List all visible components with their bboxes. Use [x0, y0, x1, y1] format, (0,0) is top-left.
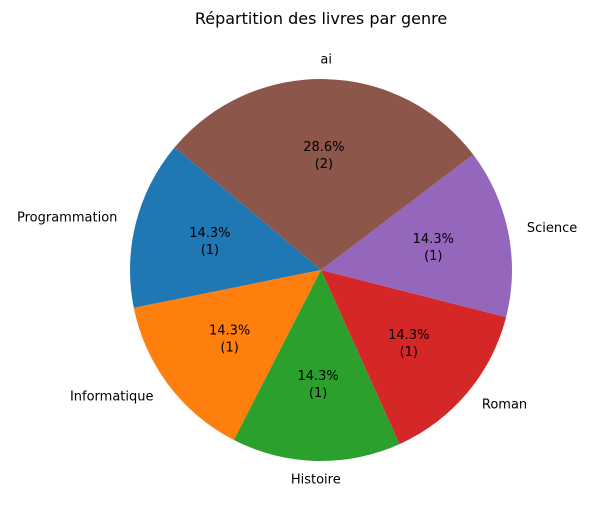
slice-percent-science: 14.3%: [413, 232, 454, 247]
pie-labels: Programmation 14.3% (1) Informatique 14.3% (1…: [17, 53, 577, 488]
pie-slice-informatique: [133, 270, 321, 440]
slice-label-histoire: Histoire: [291, 473, 341, 488]
slice-count-informatique: (1): [220, 341, 238, 356]
slice-percent-roman: 14.3%: [388, 328, 429, 343]
slice-percent-ai: 28.6%: [303, 140, 344, 155]
slice-percent-histoire: 14.3%: [297, 369, 338, 384]
slice-label-programmation: Programmation: [17, 211, 117, 226]
slice-label-science: Science: [527, 221, 577, 236]
chart-title: Répartition des livres par genre: [195, 9, 447, 28]
slice-count-histoire: (1): [309, 386, 327, 401]
pie-slice-roman: [321, 270, 507, 445]
slice-percent-informatique: 14.3%: [209, 324, 250, 339]
pie-slice-science: [321, 154, 512, 318]
slice-percent-programmation: 14.3%: [189, 226, 230, 241]
slice-count-science: (1): [424, 249, 442, 264]
slice-count-programmation: (1): [201, 243, 219, 258]
slice-label-ai: ai: [320, 53, 332, 68]
pie-slices: [130, 79, 512, 462]
pie-slice-histoire: [233, 270, 400, 462]
pie-slice-ai: [174, 79, 474, 270]
slice-label-roman: Roman: [482, 398, 527, 413]
slice-count-roman: (1): [400, 345, 418, 360]
slice-count-ai: (2): [315, 157, 333, 172]
pie-slice-programmation: [130, 147, 321, 308]
slice-label-informatique: Informatique: [70, 389, 154, 404]
